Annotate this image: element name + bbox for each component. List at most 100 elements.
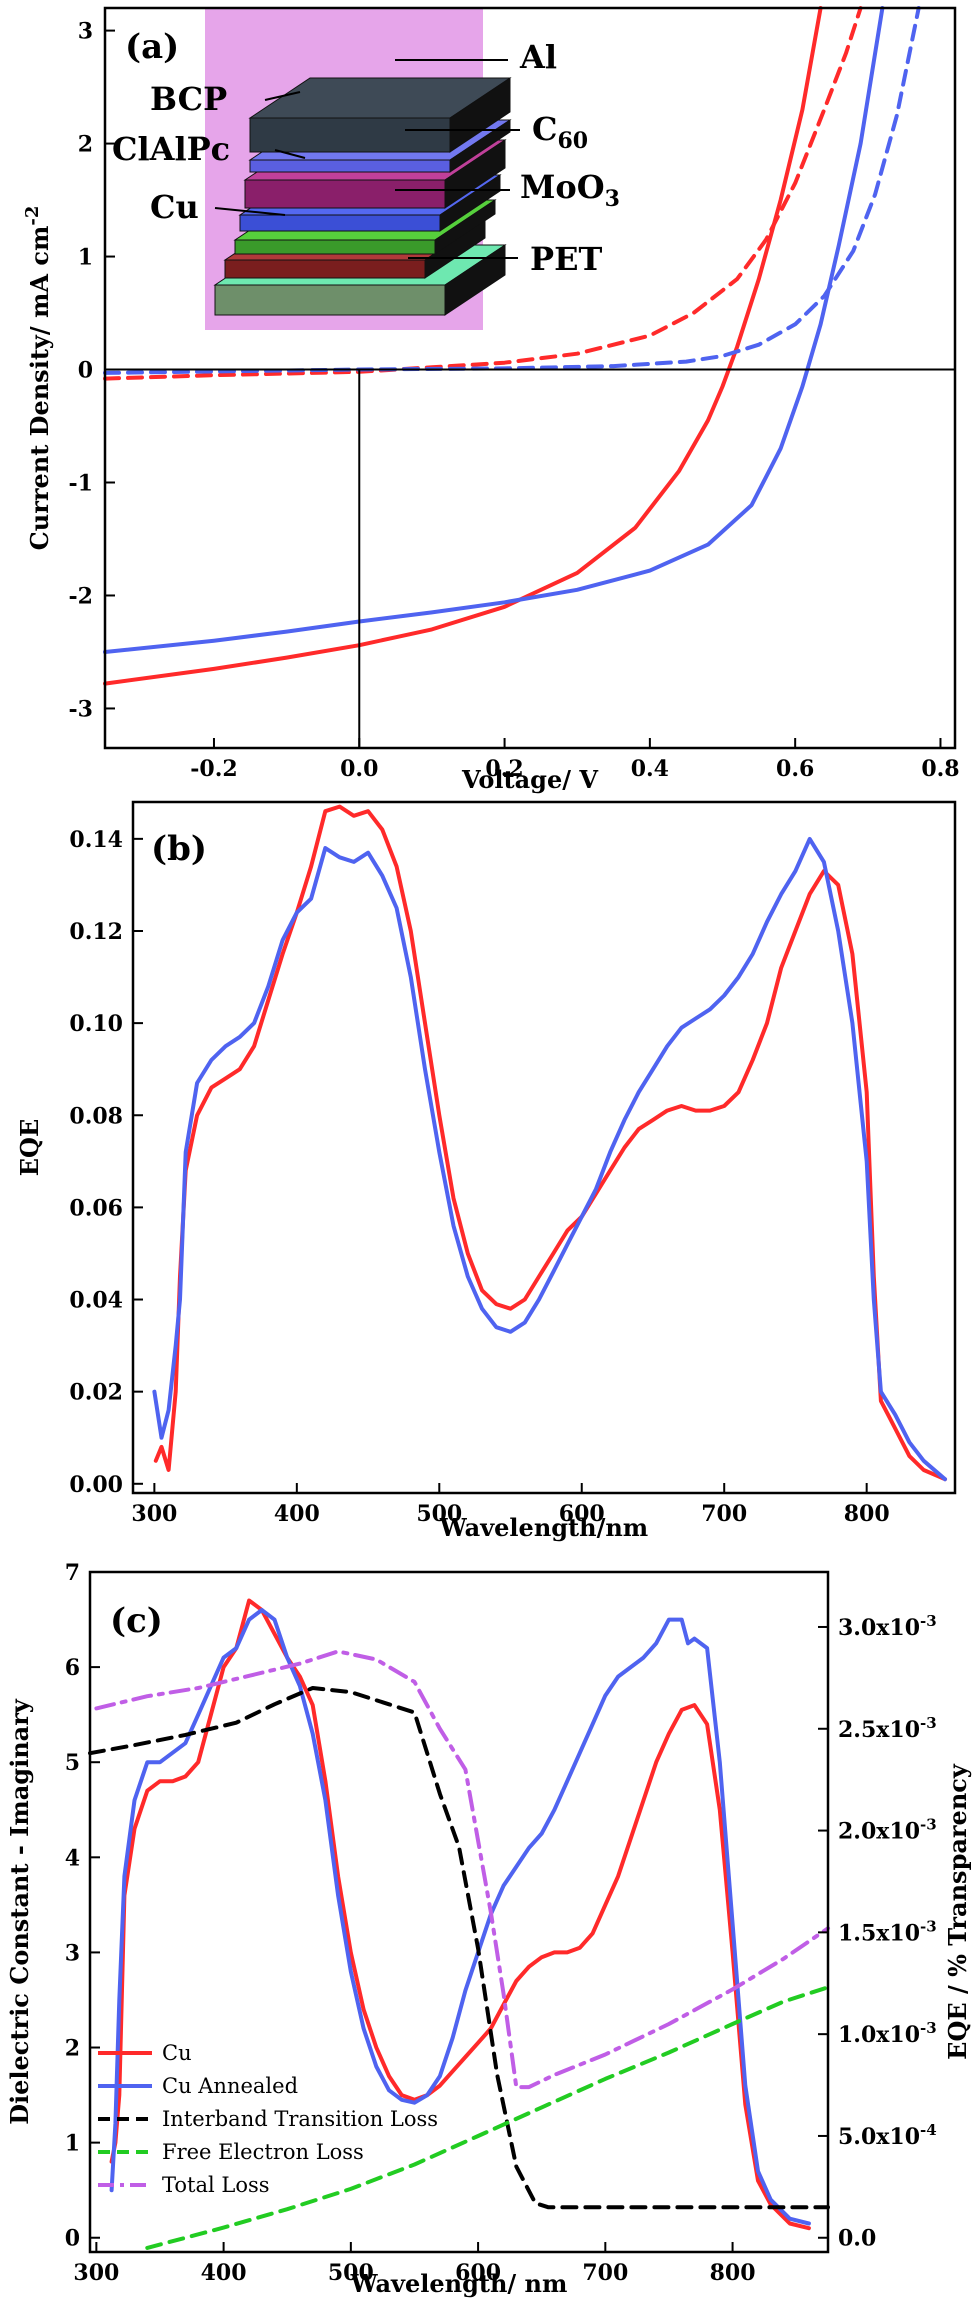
y-right-tick-label: 3.0x10-3 [838, 1612, 937, 1641]
x-axis-label: Voltage/ V [461, 765, 598, 794]
y-right-tick-label: 0.0 [838, 2226, 876, 2252]
x-tick-label: 0.8 [921, 756, 959, 782]
x-tick-label: 300 [131, 1501, 177, 1527]
series-line-total [94, 1649, 830, 2090]
x-axis-label: Wavelength/nm [439, 1513, 648, 1542]
inset-label-bcp: BCP [150, 80, 227, 118]
y-tick-label: 2 [78, 132, 93, 158]
inset-label-pet: PET [530, 240, 602, 278]
y-tick-label: -1 [69, 471, 93, 497]
y-right-tick-label: 2.5x10-3 [838, 1714, 937, 1743]
y-left-axis-label: Dielectric Constant - Imaginary [5, 1698, 34, 2125]
series-line-cu [153, 804, 947, 1482]
inset-layer-front [234, 239, 436, 255]
y-left-tick-label: 3 [65, 1940, 80, 1966]
x-tick-label: 0.4 [631, 756, 669, 782]
panel-a: Al BCP C60 ClAlPc MoO3 Cu PET -0.2 0.0 0.2 0.4 0.6 0… [22, 6, 960, 794]
y-left-tick-label: 2 [65, 2036, 80, 2062]
y-left-tick-label: 5 [65, 1750, 80, 1776]
y-tick-label: -2 [69, 583, 93, 609]
device-stack-inset: Al BCP C60 ClAlPc MoO3 Cu PET [112, 8, 620, 330]
x-tick-label: 600 [559, 1501, 605, 1527]
inset-arrow [274, 149, 306, 159]
legend-entry: Cu [162, 2041, 192, 2065]
inset-label-moo: MoO3 [520, 168, 620, 212]
panel-c: 300 400 500 600 700 800 0 1 2 3 4 5 6 7 0.0 5.0x10-4 1.0… [5, 1560, 972, 2298]
series-line-cu_annealed [109, 1608, 811, 2226]
inset-label-al: Al [519, 38, 557, 76]
y-axis-label: EQE [15, 1119, 44, 1177]
x-tick-label: 0.6 [776, 756, 814, 782]
inset-layer-side [434, 199, 496, 255]
y-left-tick-label: 4 [65, 1845, 80, 1871]
x-tick-label: 400 [274, 1501, 320, 1527]
x-tick-label: 0.0 [340, 756, 378, 782]
plot-frame [131, 800, 957, 1495]
y-left-tick-label: 1 [65, 2131, 80, 2157]
inset-layer-front [224, 259, 426, 279]
plot-frame [103, 6, 957, 750]
y-tick-label: 0.06 [69, 1195, 123, 1221]
series-line-cu [109, 1598, 811, 2231]
inset-layer-front [249, 117, 451, 153]
legend: Cu Cu Annealed Interband Transition Loss Fr… [98, 2041, 438, 2197]
y-left-tick-label: 6 [65, 1655, 80, 1681]
panel-label: (c) [110, 1601, 163, 1641]
inset-layer-front [239, 214, 441, 232]
x-tick-label: 400 [201, 2260, 247, 2286]
x-tick-label: 800 [844, 1501, 890, 1527]
inset-layer-side [449, 77, 511, 153]
y-tick-label: 0.10 [69, 1011, 123, 1037]
y-right-tick-label: 2.0x10-3 [838, 1816, 937, 1845]
legend-entry: Total Loss [162, 2173, 270, 2197]
x-tick-label: 500 [416, 1501, 462, 1527]
y-left-tick-label: 0 [65, 2226, 80, 2252]
inset-layer-front [214, 284, 446, 316]
x-axis-label: Wavelength/ nm [350, 2269, 568, 2298]
x-tick-label: 600 [455, 2260, 501, 2286]
plot-frame [88, 1570, 830, 2254]
y-right-tick-label: 1.5x10-3 [838, 1917, 937, 1946]
y-right-axis-label: EQE / % Transparency [943, 1763, 972, 2060]
inset-arrow [214, 207, 286, 216]
inset-label-clalpc: ClAlPc [112, 130, 230, 168]
inset-label-cu: Cu [150, 188, 199, 226]
legend-entry: Cu Annealed [162, 2074, 298, 2098]
series-line-interband [88, 1686, 830, 2210]
y-axis-label: Current Density/ mA cm-2 [22, 206, 54, 551]
y-tick-label: 1 [78, 245, 93, 271]
x-tick-label: 700 [582, 2260, 628, 2286]
inset-arrow [264, 91, 301, 101]
y-tick-label: 3 [78, 19, 93, 45]
x-tick-label: 800 [710, 2260, 756, 2286]
legend-entry: Free Electron Loss [162, 2140, 364, 2164]
inset-label-c: C60 [532, 110, 588, 154]
series-line-cu_annealed [152, 836, 947, 1482]
x-tick-label: 0.2 [485, 756, 523, 782]
series-line-cu_annealed-dashed [103, 6, 921, 375]
inset-layer-front [244, 179, 446, 209]
y-right-tick-label: 1.0x10-3 [838, 2019, 937, 2048]
y-tick-label: 0.08 [69, 1103, 123, 1129]
y-tick-label: 0.04 [69, 1288, 123, 1314]
y-tick-label: 0.00 [69, 1472, 123, 1498]
y-tick-label: -3 [69, 696, 93, 722]
inset-layer-front [249, 159, 451, 173]
y-tick-label: 0 [78, 358, 93, 384]
panel-b: 300 400 500 600 700 800 0.00 0.02 0.04 0.06 0.08 0.… [15, 800, 957, 1542]
y-right-tick-label: 5.0x10-4 [838, 2121, 937, 2150]
x-tick-label: -0.2 [190, 756, 237, 782]
y-tick-label: 0.14 [69, 827, 123, 853]
y-tick-label: 0.12 [69, 919, 123, 945]
panel-label: (a) [125, 27, 179, 67]
x-tick-label: 700 [701, 1501, 747, 1527]
y-left-tick-label: 7 [65, 1560, 80, 1586]
series-line-cu-solid [103, 6, 823, 686]
x-tick-label: 300 [73, 2260, 119, 2286]
x-tick-label: 500 [328, 2260, 374, 2286]
inset-layer-side [449, 119, 511, 173]
panel-label: (b) [151, 829, 207, 869]
legend-entry: Interband Transition Loss [162, 2107, 438, 2131]
y-tick-label: 0.02 [69, 1380, 123, 1406]
